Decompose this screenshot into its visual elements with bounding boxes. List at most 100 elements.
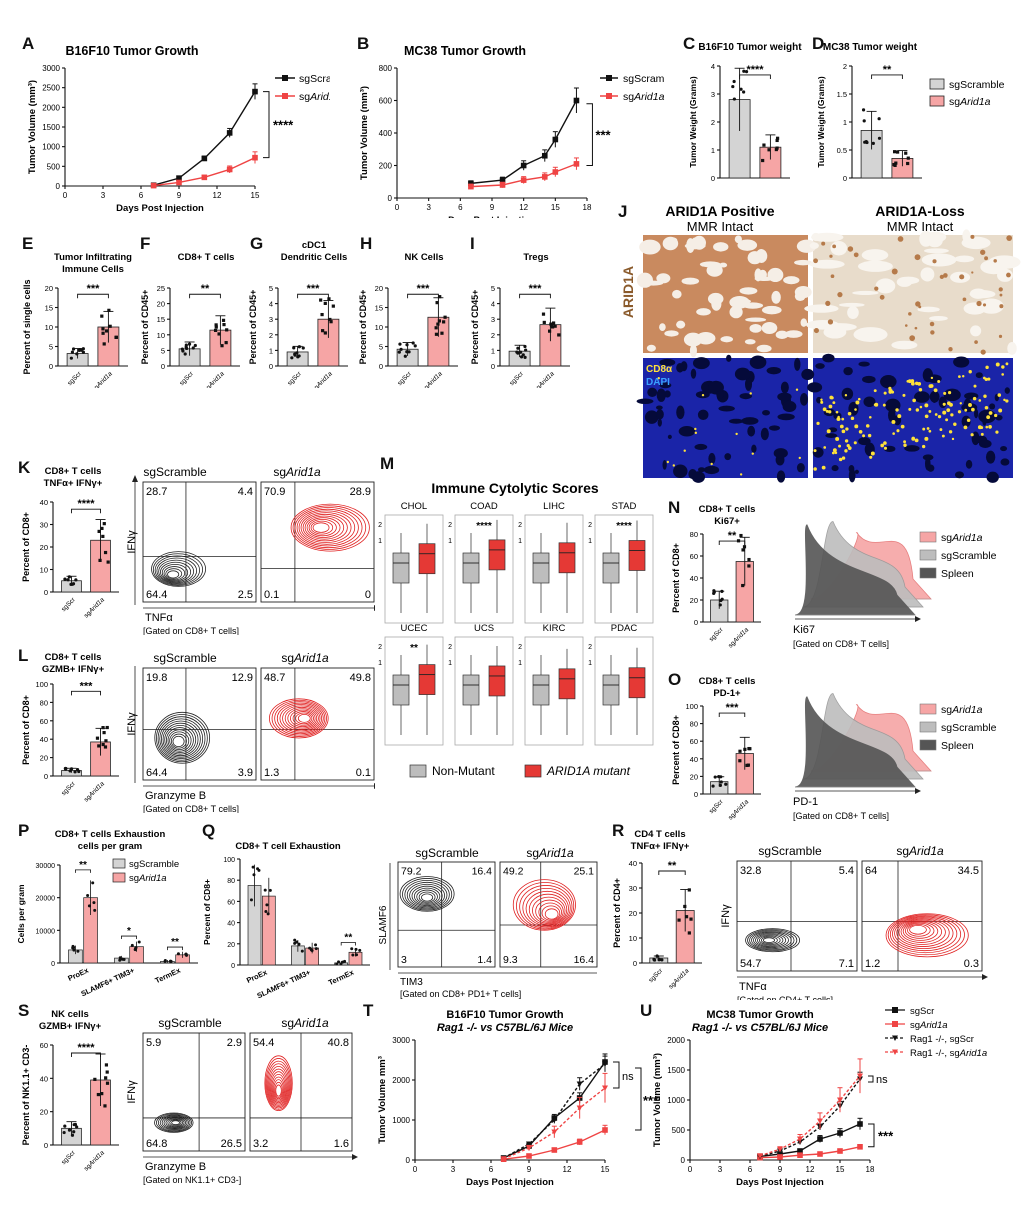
cd8-cell [828, 410, 832, 414]
quadrant-tr: 34.5 [958, 865, 979, 877]
data-point [837, 1148, 843, 1154]
histo-x-label: PD-1 [793, 796, 818, 808]
contour-line [282, 705, 321, 732]
contour-line [755, 933, 787, 948]
cd8-cell [873, 403, 877, 407]
x-tick-label: 15 [551, 203, 560, 212]
cd8-cell [959, 402, 962, 405]
contour-line [169, 731, 190, 751]
contour-line [172, 735, 185, 748]
chart-title-line2: cells per gram [78, 841, 142, 852]
y-tick-label: 30 [40, 521, 48, 530]
data-dot [894, 161, 898, 165]
contour-line [298, 510, 356, 545]
flow-y-label: SLAMF6 [378, 905, 389, 944]
dark-region [800, 392, 808, 406]
data-dot [297, 345, 301, 349]
legend-marker [892, 1021, 898, 1027]
cancer-label: UCS [474, 623, 494, 634]
y-tick-label: 1 [843, 118, 847, 127]
legend-label: sgArid1a [299, 91, 330, 103]
data-dot [105, 1070, 109, 1074]
cd8-cell [883, 391, 887, 395]
cd8-cell [907, 379, 912, 384]
quadrant-tl: 5.9 [146, 1037, 161, 1049]
stroma-patch [830, 240, 848, 256]
data-dot [323, 331, 327, 335]
x-tick-label: 3 [451, 1165, 456, 1174]
y-tick-label: 1 [518, 660, 522, 667]
data-dot [257, 868, 261, 872]
quadrant-tr: 4.4 [238, 486, 253, 498]
dark-region [659, 358, 676, 367]
data-dot [66, 578, 70, 582]
gland-lumen [707, 292, 724, 305]
data-point [541, 152, 548, 159]
quadrant-tl: 64 [865, 865, 877, 877]
gland-lumen [689, 344, 697, 358]
cd8-cell [825, 409, 829, 413]
stained-nucleus [909, 335, 916, 342]
cd8-cell [739, 473, 743, 476]
cd8-cell [908, 407, 912, 411]
data-dot [748, 747, 752, 751]
data-dot [220, 344, 224, 348]
data-point [526, 1141, 532, 1147]
flow-title-arid: sgArid1a [896, 844, 944, 858]
significance-stars: *** [878, 1128, 894, 1143]
x-tick-label: 0 [413, 1165, 418, 1174]
cancer-label: STAD [612, 501, 637, 512]
cd8-cell [968, 370, 972, 374]
y-axis-label: Percent of single cells [22, 279, 32, 374]
x-category-label: sgScr [66, 370, 83, 387]
stained-nucleus [998, 287, 1003, 292]
box [392, 674, 410, 706]
cd8-cell [844, 449, 848, 453]
data-dot [741, 583, 745, 588]
contour-line [753, 932, 789, 949]
legend-label: sgScramble [949, 79, 1005, 91]
gland-lumen [696, 332, 716, 345]
y-tick-label: 4 [491, 300, 495, 309]
legend-label: sgScr [910, 1006, 934, 1017]
stained-nucleus [998, 334, 1003, 338]
dark-region [697, 409, 709, 420]
y-tick-label: 2 [491, 331, 495, 340]
legend-swatch [929, 95, 945, 107]
cd8-cell [835, 410, 839, 414]
contour-line [898, 919, 946, 945]
data-dot [354, 947, 358, 951]
cd8-cell [897, 414, 902, 419]
contour-line [266, 1060, 291, 1109]
significance-bracket [635, 1067, 642, 1131]
data-dot [263, 888, 267, 892]
significance-bracket [868, 1123, 875, 1148]
data-dot [434, 332, 439, 336]
cd8-cell [832, 448, 837, 453]
stained-nucleus [821, 241, 826, 246]
contour-line [269, 698, 329, 739]
contour-line [519, 885, 573, 929]
data-dot [266, 912, 270, 916]
stroma-patch [847, 306, 859, 319]
stroma-patch [809, 259, 845, 269]
chart-f-cd8: CD8+ T cells 0 5 10 15 20 25 Percent of CD45+ sg… [140, 252, 240, 388]
dark-region [807, 382, 823, 393]
dark-region [667, 434, 672, 440]
y-tick-label: 40 [629, 859, 637, 868]
contour-line [154, 1112, 194, 1133]
data-dot [762, 143, 766, 147]
data-dot [114, 335, 118, 339]
cd8-cell [838, 444, 842, 448]
quadrant-bl: 0.1 [264, 589, 279, 601]
data-dot [101, 726, 105, 730]
cd8-cell [924, 436, 929, 441]
y-tick-label: 1 [588, 660, 592, 667]
significance-bracket [77, 293, 109, 299]
contour-line [759, 935, 781, 946]
data-dot [100, 526, 104, 531]
gland-lumen [719, 262, 728, 268]
y-tick-label: 4 [711, 62, 715, 71]
cd8-cell [816, 421, 820, 426]
